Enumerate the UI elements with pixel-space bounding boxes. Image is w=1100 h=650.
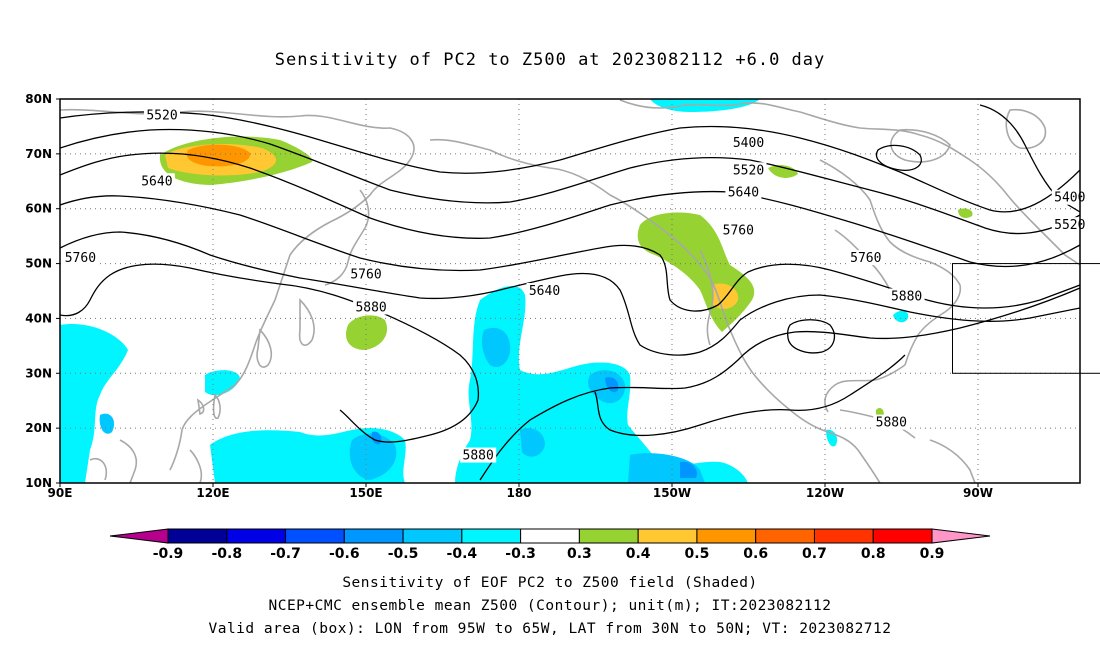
colorbar-label: -0.6 — [329, 546, 360, 562]
contour-label: 5640 — [529, 284, 560, 299]
plot-frame — [59, 98, 1081, 484]
colorbar-label: -0.9 — [153, 546, 184, 562]
colorbar-label: -0.4 — [447, 546, 478, 562]
contour-label-bg — [1051, 217, 1088, 233]
colorbar-label: -0.7 — [270, 546, 301, 562]
colorbar-segment — [343, 528, 404, 544]
colorbar: -0.9 -0.8 -0.7 -0.6 -0.5 -0.4 -0.3 0.3 0.4 0.5 0.6… — [109, 528, 991, 562]
colorbar-segment — [520, 528, 580, 544]
lat-tick-label: 20N — [25, 421, 52, 435]
contour-label: 5400 — [733, 136, 764, 151]
map-figure: 5520 5640 5760 5760 5880 5640 5400 5520 5640 5760… — [25, 92, 1100, 562]
contour-labels: 5520 5640 5760 5760 5880 5640 5400 5520 5640 5760… — [62, 107, 1088, 464]
lat-tick-label: 50N — [25, 257, 52, 271]
figure-title: Sensitivity of PC2 to Z500 at 2023082112… — [274, 50, 826, 70]
contour-label: 5760 — [850, 251, 881, 266]
lon-tick-label: 120E — [196, 486, 229, 500]
contour-label-bg — [1051, 189, 1088, 205]
colorbar-segment — [872, 528, 933, 544]
colorbar-segment — [167, 528, 228, 544]
coastlines — [60, 99, 1080, 483]
colorbar-segment — [461, 528, 522, 544]
lon-tick-label: 90W — [963, 486, 993, 500]
contour-label-bg — [847, 250, 884, 266]
contour-label: 5880 — [355, 300, 386, 315]
contour-label-bg — [725, 184, 762, 200]
contour-label: 5760 — [723, 224, 754, 239]
colorbar-min-triangle — [109, 528, 169, 544]
contour-label-bg — [138, 173, 175, 189]
colorbar-label: 0.6 — [743, 546, 768, 562]
valid-area-box — [952, 263, 1100, 374]
contour-label: 5520 — [1054, 218, 1085, 233]
colorbar-segment — [285, 528, 345, 544]
colorbar-label: 0.7 — [802, 546, 827, 562]
contour-label-bg — [144, 107, 180, 123]
lat-tick-label: 30N — [25, 366, 52, 380]
contour-label: 5640 — [141, 174, 172, 189]
contour-label: 5880 — [463, 449, 494, 464]
contour-label: 5760 — [65, 251, 96, 266]
contour-label-bg — [730, 162, 767, 178]
colorbar-segment — [813, 528, 874, 544]
caption-line-2: NCEP+CMC ensemble mean Z500 (Contour); u… — [268, 598, 832, 614]
colorbar-label: -0.3 — [505, 546, 536, 562]
contour-label-bg — [348, 266, 384, 282]
contour-label-bg — [888, 288, 925, 304]
contour-label-bg — [526, 283, 563, 298]
colorbar-segment — [755, 528, 815, 544]
colorbar-label: 0.3 — [567, 546, 592, 562]
lon-tick-label: 150E — [349, 486, 382, 500]
lat-tick-label: 40N — [25, 311, 52, 325]
z500-contours — [60, 104, 1080, 481]
lat-tick-label: 60N — [25, 202, 52, 216]
contour-label-bg — [720, 222, 757, 238]
contour-label: 5760 — [350, 268, 381, 283]
lon-tick-label: 120W — [806, 486, 844, 500]
contour-label: 5880 — [891, 289, 922, 304]
contour-label: 5400 — [1054, 191, 1085, 206]
contour-label-bg — [730, 134, 767, 150]
colorbar-segment — [578, 528, 639, 544]
contour-label: 5520 — [146, 108, 177, 123]
gridlines — [60, 99, 1080, 483]
colorbar-segment — [696, 528, 757, 544]
contour-label-bg — [353, 299, 390, 315]
contour-label-bg — [460, 447, 497, 463]
colorbar-label: 0.4 — [626, 546, 651, 562]
colorbar-label: 0.5 — [685, 546, 710, 562]
contour-label-bg — [62, 250, 99, 266]
contour-label: 5880 — [876, 416, 907, 431]
lon-tick-label: 150W — [653, 486, 691, 500]
colorbar-label: -0.8 — [211, 546, 242, 562]
lat-tick-label: 70N — [25, 147, 52, 161]
caption-line-3: Valid area (box): LON from 95W to 65W, L… — [208, 621, 892, 637]
lon-tick-label: 90E — [48, 486, 73, 500]
colorbar-label: 0.8 — [861, 546, 886, 562]
lon-tick-label: 180 — [506, 486, 531, 500]
sensitivity-shading — [60, 99, 973, 483]
colorbar-segment — [226, 528, 287, 544]
contour-label: 5520 — [733, 163, 764, 178]
caption-line-1: Sensitivity of EOF PC2 to Z500 field (Sh… — [342, 575, 758, 591]
lat-tick-label: 10N — [25, 476, 52, 490]
contour-label: 5640 — [728, 185, 759, 200]
colorbar-segment — [637, 528, 698, 544]
contour-label-bg — [873, 414, 910, 430]
colorbar-label: -0.5 — [388, 546, 419, 562]
colorbar-label: 0.9 — [920, 546, 945, 562]
lat-tick-label: 80N — [25, 92, 52, 106]
colorbar-segment — [402, 528, 463, 544]
colorbar-max-triangle — [931, 528, 991, 544]
